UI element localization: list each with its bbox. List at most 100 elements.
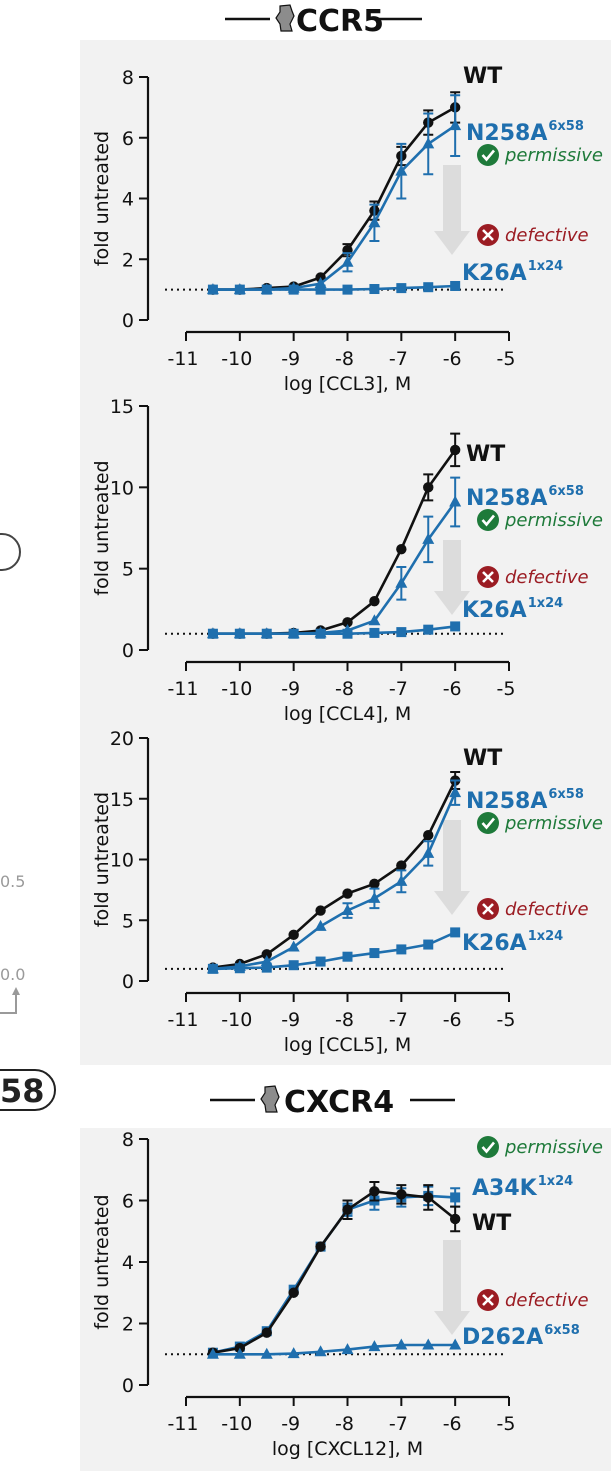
- receptor-cell-icon: [275, 4, 295, 32]
- data-point: [395, 576, 408, 588]
- permissive-label: permissive: [504, 1137, 603, 1158]
- down-arrow-icon: [434, 820, 470, 915]
- x-tick-label: -11: [167, 1413, 198, 1435]
- data-point: [315, 905, 326, 916]
- series-label-main: WT: [463, 746, 502, 771]
- y-tick-label: 0: [122, 640, 134, 662]
- series-label-superscript: 1x24: [528, 929, 564, 944]
- data-point: [449, 1213, 461, 1225]
- y-tick-label: 2: [122, 1314, 134, 1336]
- data-point: [315, 284, 326, 295]
- data-point: [423, 282, 434, 293]
- x-tick-label: -5: [497, 1009, 516, 1031]
- data-point: [450, 1192, 461, 1203]
- down-arrow-icon: [434, 1240, 470, 1335]
- series-label-main: D262A: [462, 1325, 543, 1350]
- data-point: [206, 1347, 219, 1359]
- data-point: [287, 1347, 300, 1359]
- series-label-k26a: K26A1x24: [462, 596, 563, 623]
- data-point: [449, 495, 462, 507]
- check-mark-icon: [481, 817, 495, 830]
- data-point: [423, 624, 434, 635]
- defective-label: defective: [505, 899, 589, 920]
- data-point: [261, 1327, 272, 1338]
- data-point: [396, 1189, 407, 1200]
- series-label-main: WT: [466, 442, 505, 467]
- receptor-cell-icon: [260, 1085, 280, 1113]
- data-point: [342, 888, 353, 899]
- data-point: [423, 482, 434, 493]
- data-point: [207, 284, 218, 295]
- y-tick-label: 4: [122, 189, 134, 211]
- y-tick-label: 6: [122, 128, 134, 150]
- data-point: [288, 628, 299, 639]
- data-point: [287, 940, 300, 952]
- check-mark-icon: [481, 514, 495, 527]
- data-point: [315, 956, 326, 967]
- x-tick-label: -9: [281, 348, 300, 370]
- x-tick-label: -7: [389, 1413, 408, 1435]
- y-tick-label: 20: [110, 728, 134, 750]
- series-label-main: N258A: [466, 789, 547, 814]
- data-point: [396, 944, 407, 955]
- ccr5-title: CCR5: [296, 4, 384, 39]
- data-point: [368, 1340, 381, 1352]
- chart-1: 0 5 10 15 -11 -10 -9 -8 -7 -6 -5 log [CCL4], M fold …: [80, 395, 611, 755]
- series-label-wt: WT: [463, 64, 502, 89]
- data-point: [396, 283, 407, 294]
- y-tick-label: 15: [110, 396, 134, 418]
- defective-label: defective: [505, 1290, 589, 1311]
- series-line: [212, 625, 456, 635]
- data-point: [342, 951, 353, 962]
- data-point: [261, 628, 272, 639]
- data-point: [450, 280, 461, 291]
- x-axis-label: log [CCL5], M: [284, 1034, 412, 1056]
- data-point: [342, 628, 353, 639]
- x-tick-label: -6: [443, 1009, 462, 1031]
- data-point: [422, 1338, 435, 1350]
- data-point: [288, 960, 299, 971]
- data-point: [369, 1186, 380, 1197]
- series-label-k26a: K26A1x24: [462, 259, 563, 286]
- x-tick-label: -5: [497, 348, 516, 370]
- permissive-label: permissive: [504, 510, 603, 531]
- data-point: [341, 904, 354, 916]
- badge-text: 58: [0, 1072, 45, 1110]
- data-point: [395, 1338, 408, 1350]
- series-k26a: [207, 927, 461, 974]
- series-label-superscript: 1x24: [528, 259, 564, 274]
- data-point: [449, 1338, 462, 1350]
- x-tick-label: -7: [389, 1009, 408, 1031]
- data-point: [422, 137, 435, 149]
- data-point: [314, 919, 327, 931]
- data-point: [395, 164, 408, 176]
- x-tick-label: -8: [335, 1009, 354, 1031]
- x-tick-label: -11: [167, 1009, 198, 1031]
- data-point: [396, 543, 407, 555]
- edge-arrow-head-icon: [12, 987, 20, 995]
- series-label-a34k: A34K1x24: [472, 1174, 573, 1201]
- data-point: [423, 1192, 434, 1203]
- data-point: [342, 284, 353, 295]
- data-point: [233, 1347, 246, 1359]
- y-axis-label: fold untreated: [91, 460, 113, 595]
- y-tick-label: 5: [122, 910, 134, 932]
- data-point: [314, 1345, 327, 1357]
- series-label-d262a: D262A6x58: [462, 1323, 580, 1350]
- data-point: [288, 284, 299, 295]
- x-tick-label: -9: [281, 678, 300, 700]
- x-tick-label: -10: [221, 1413, 252, 1435]
- series-line: [212, 792, 457, 971]
- x-tick-label: -5: [497, 678, 516, 700]
- y-tick-label: 4: [122, 1252, 134, 1274]
- down-arrow-icon: [434, 165, 470, 255]
- data-point: [369, 284, 380, 295]
- cross-mark-icon: [482, 229, 494, 241]
- x-tick-label: -7: [389, 348, 408, 370]
- series-label-k26a: K26A1x24: [462, 929, 563, 956]
- series-label-wt: WT: [472, 1211, 511, 1236]
- series-label-wt: WT: [463, 746, 502, 771]
- x-tick-label: -9: [281, 1009, 300, 1031]
- y-tick-label: 10: [110, 477, 134, 499]
